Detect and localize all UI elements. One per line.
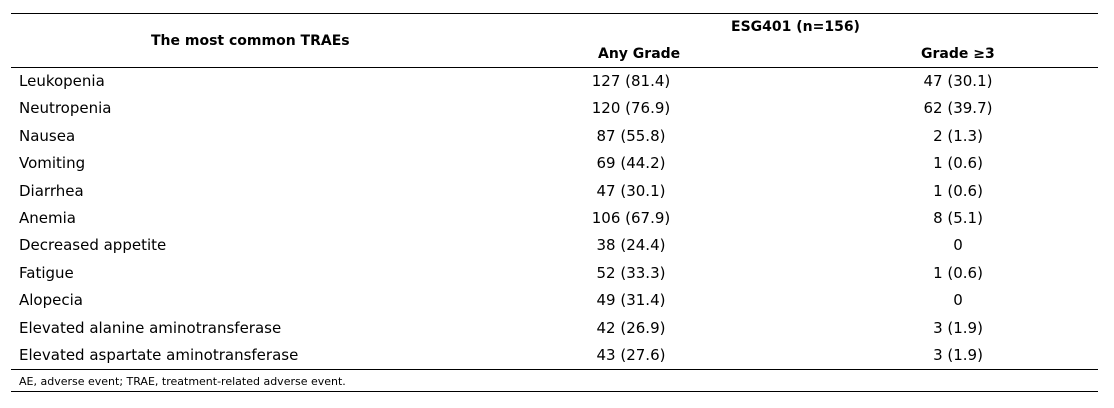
- grade-3-cell: 3 (1.9): [933, 318, 983, 337]
- row-label: Fatigue: [19, 263, 74, 282]
- table-row: Elevated alanine aminotransferase 42 (26…: [11, 315, 1098, 342]
- any-grade-cell: 38 (24.4): [596, 236, 666, 255]
- grade-3-cell: 8 (5.1): [933, 208, 983, 227]
- column-header-trae: The most common TRAEs: [151, 33, 350, 49]
- any-grade-cell: 106 (67.9): [591, 208, 671, 227]
- grade-3-cell: 1 (0.6): [933, 263, 983, 282]
- row-label: Decreased appetite: [19, 236, 167, 255]
- table-row: Neutropenia 120 (76.9) 62 (39.7): [11, 95, 1098, 122]
- grade-3-cell: 3 (1.9): [933, 345, 983, 364]
- table-row: Elevated aspartate aminotransferase 43 (…: [11, 342, 1098, 369]
- column-header-any-grade: Any Grade: [598, 46, 681, 62]
- any-grade-cell: 69 (44.2): [596, 154, 666, 173]
- table-row: Vomiting 69 (44.2) 1 (0.6): [11, 150, 1098, 177]
- any-grade-cell: 49 (31.4): [596, 291, 666, 310]
- table-footnote: AE, adverse event; TRAE, treatment-relat…: [19, 375, 346, 388]
- table-row: Leukopenia 127 (81.4) 47 (30.1): [11, 68, 1098, 95]
- any-grade-cell: 42 (26.9): [596, 318, 666, 337]
- grade-3-cell: 62 (39.7): [923, 99, 993, 118]
- table-row: Diarrhea 47 (30.1) 1 (0.6): [11, 178, 1098, 205]
- column-group-header: ESG401 (n=156): [731, 19, 860, 35]
- bottom-rule: [11, 391, 1098, 392]
- grade-3-cell: 1 (0.6): [933, 181, 983, 200]
- grade-3-cell: 0: [953, 291, 963, 310]
- row-label: Alopecia: [19, 291, 83, 310]
- any-grade-cell: 47 (30.1): [596, 181, 666, 200]
- table-row: Fatigue 52 (33.3) 1 (0.6): [11, 260, 1098, 287]
- column-header-grade-3-plus: Grade ≥3: [921, 46, 995, 62]
- any-grade-cell: 127 (81.4): [591, 72, 671, 90]
- grade-3-cell: 47 (30.1): [923, 72, 993, 90]
- any-grade-cell: 120 (76.9): [591, 99, 671, 118]
- table-row: Alopecia 49 (31.4) 0: [11, 287, 1098, 314]
- row-label: Neutropenia: [19, 99, 112, 118]
- body-rule: [11, 369, 1098, 370]
- row-label: Leukopenia: [19, 72, 105, 90]
- row-label: Elevated aspartate aminotransferase: [19, 345, 299, 364]
- row-label: Nausea: [19, 126, 76, 145]
- row-label: Elevated alanine aminotransferase: [19, 318, 282, 337]
- table-body: Leukopenia 127 (81.4) 47 (30.1) Neutrope…: [11, 68, 1098, 369]
- row-label: Vomiting: [19, 154, 86, 173]
- any-grade-cell: 43 (27.6): [596, 345, 666, 364]
- table-row: Anemia 106 (67.9) 8 (5.1): [11, 205, 1098, 232]
- table-row: Decreased appetite 38 (24.4) 0: [11, 232, 1098, 259]
- any-grade-cell: 87 (55.8): [596, 126, 666, 145]
- row-label: Diarrhea: [19, 181, 84, 200]
- grade-3-cell: 1 (0.6): [933, 154, 983, 173]
- row-label: Anemia: [19, 208, 76, 227]
- grade-3-cell: 0: [953, 236, 963, 255]
- grade-3-cell: 2 (1.3): [933, 126, 983, 145]
- top-rule: [11, 13, 1098, 14]
- header-rule: [11, 67, 1098, 68]
- any-grade-cell: 52 (33.3): [596, 263, 666, 282]
- table-row: Nausea 87 (55.8) 2 (1.3): [11, 123, 1098, 150]
